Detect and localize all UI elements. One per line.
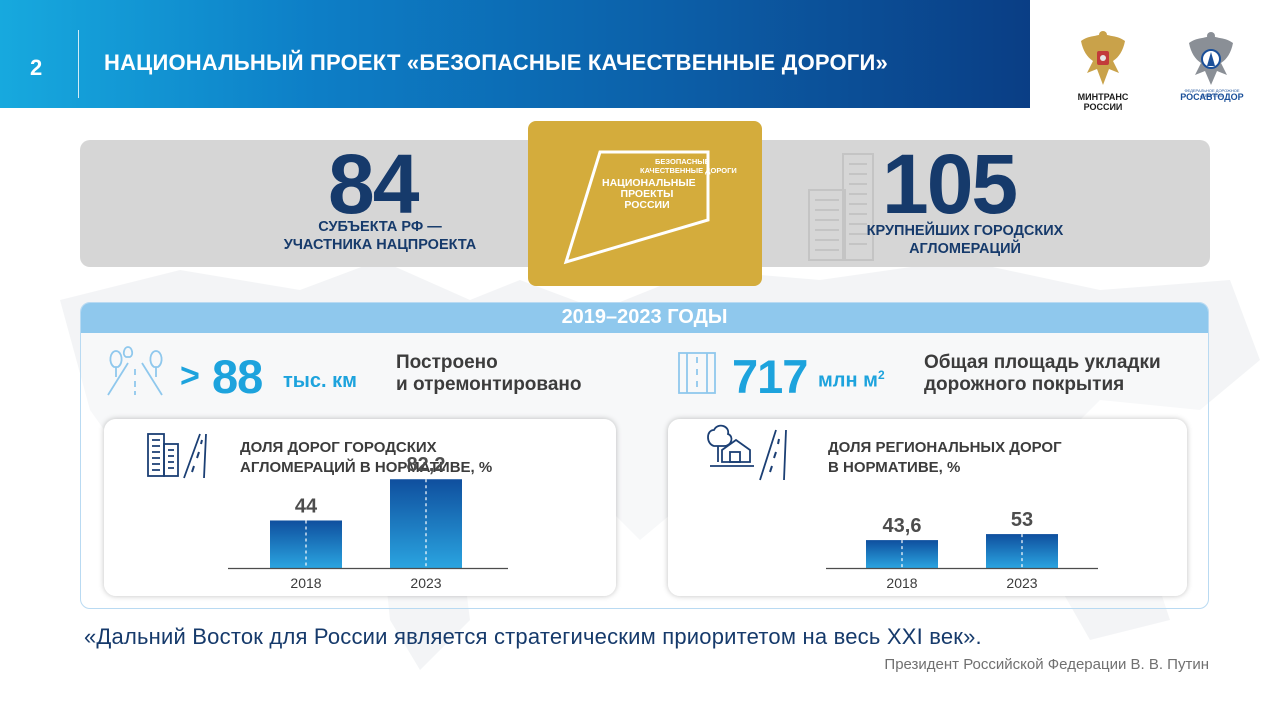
header-bar (0, 0, 1030, 108)
roads-description-line2: и отремонтировано (396, 374, 582, 395)
slide-number: 2 (30, 55, 43, 80)
surface-description-line1: Общая площадь укладки (924, 352, 1161, 373)
surface-area-value: 717 (732, 350, 808, 403)
regional-chart-title-line2: В НОРМАТИВЕ, % (828, 459, 961, 476)
surface-unit-sup: 2 (877, 368, 885, 382)
logo-text-national-projects: НАЦИОНАЛЬНЫЕ ПРОЕКТЫ РОССИИ (602, 177, 696, 211)
page-title: НАЦИОНАЛЬНЫЙ ПРОЕКТ «БЕЗОПАСНЫЕ КАЧЕСТВЕ… (104, 50, 888, 75)
subjects-caption-line2: УЧАСТНИКА НАЦПРОЕКТА (283, 237, 477, 253)
agglomerations-count: 105 (882, 137, 1018, 231)
logo-main-line2: ПРОЕКТЫ (620, 188, 674, 200)
x-tick-label: 2018 (290, 575, 321, 591)
urban-chart-title-line2: АГЛОМЕРАЦИЙ В НОРМАТИВЕ, % (240, 459, 493, 476)
road-trees-icon (107, 346, 163, 396)
roads-description-line1: Построено (396, 352, 498, 373)
roads-km-unit: тыс. км (283, 370, 357, 392)
regional-roads-chart-title: ДОЛЯ РЕГИОНАЛЬНЫХ ДОРОГ В НОРМАТИВЕ, % (828, 438, 1062, 478)
logo-main-line3: РОССИИ (624, 199, 670, 211)
urban-roads-card (104, 419, 616, 596)
mintrans-emblem-icon (1081, 31, 1125, 85)
house-road-icon (707, 424, 787, 481)
period-panel-header (81, 303, 1208, 333)
quote-author: Президент Российской Федерации В. В. Пут… (884, 656, 1209, 673)
surface-unit-text: млн м (818, 369, 878, 392)
mintrans-caption: МИНТРАНС РОССИИ (1077, 92, 1129, 112)
bar-value-label: 44 (295, 495, 318, 517)
surface-description-line2: дорожного покрытия (924, 374, 1125, 395)
surface-area-unit: млн м2 (818, 368, 885, 393)
urban-chart-title-line1: ДОЛЯ ДОРОГ ГОРОДСКИХ (240, 439, 437, 456)
national-projects-mark-icon (563, 150, 710, 265)
agglomerations-caption: КРУПНЕЙШИХ ГОРОДСКИХ АГЛОМЕРАЦИЙ (840, 222, 1090, 258)
bar-2023 (986, 534, 1058, 568)
period-title: 2019–2023 ГОДЫ (561, 306, 728, 328)
quote-text: «Дальний Восток для России является стра… (84, 624, 982, 649)
agglomerations-caption-line2: АГЛОМЕРАЦИЙ (909, 241, 1021, 257)
roads-km-value: 88 (212, 350, 263, 403)
x-tick-label: 2018 (886, 575, 917, 591)
rosavtodor-caption: РОСАВТОДОР (1180, 92, 1244, 102)
subjects-caption: СУБЪЕКТА РФ — УЧАСТНИКА НАЦПРОЕКТА (260, 218, 500, 254)
urban-roads-bar-chart: 44 2018 82,2 2023 (228, 454, 508, 591)
city-road-icon (147, 433, 207, 479)
logo-text-safe: БЕЗОПАСНЫЕ (655, 157, 710, 166)
x-tick-label: 2023 (410, 575, 441, 591)
x-tick-label: 2023 (1006, 575, 1037, 591)
rosavtodor-emblem-icon (1189, 32, 1233, 85)
road-surface-icon (678, 352, 716, 394)
header-divider (78, 30, 79, 98)
logo-text-quality-roads: КАЧЕСТВЕННЫЕ ДОРОГИ (640, 166, 737, 175)
regional-roads-bar-chart: 43,6 2018 53 2023 (826, 509, 1098, 591)
bar-value-label: 82,2 (407, 454, 446, 476)
logo-main-line1: НАЦИОНАЛЬНЫЕ (602, 177, 696, 189)
buildings-icon (808, 153, 874, 261)
rosavtodor-subcaption: ФЕДЕРАЛЬНОЕ ДОРОЖНОЕ АГЕНТСТВО (1184, 88, 1240, 98)
subjects-caption-line1: СУБЪЕКТА РФ — (318, 219, 442, 235)
surface-description: Общая площадь укладки дорожного покрытия (924, 352, 1161, 396)
more-than-sign: > (180, 357, 200, 395)
subjects-count: 84 (328, 137, 419, 231)
regional-chart-title-line1: ДОЛЯ РЕГИОНАЛЬНЫХ ДОРОГ (828, 439, 1062, 456)
roads-description: Построено и отремонтировано (396, 352, 581, 396)
urban-roads-chart-title: ДОЛЯ ДОРОГ ГОРОДСКИХ АГЛОМЕРАЦИЙ В НОРМА… (240, 438, 492, 478)
bar-value-label: 53 (1011, 509, 1033, 531)
agglomerations-caption-line1: КРУПНЕЙШИХ ГОРОДСКИХ (866, 223, 1064, 239)
bar-value-label: 43,6 (883, 515, 922, 537)
